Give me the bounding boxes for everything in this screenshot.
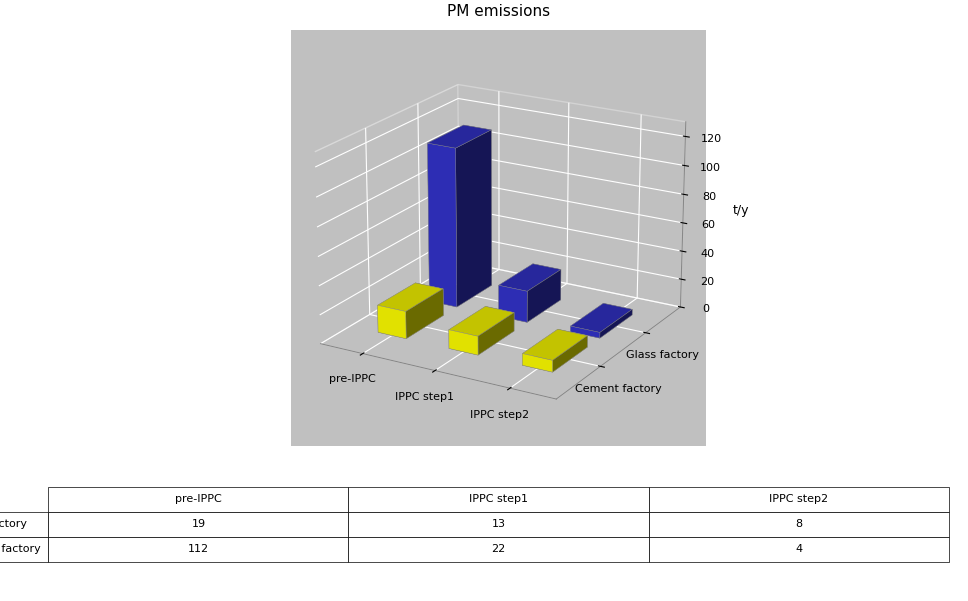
Title: PM emissions: PM emissions [447, 4, 550, 19]
